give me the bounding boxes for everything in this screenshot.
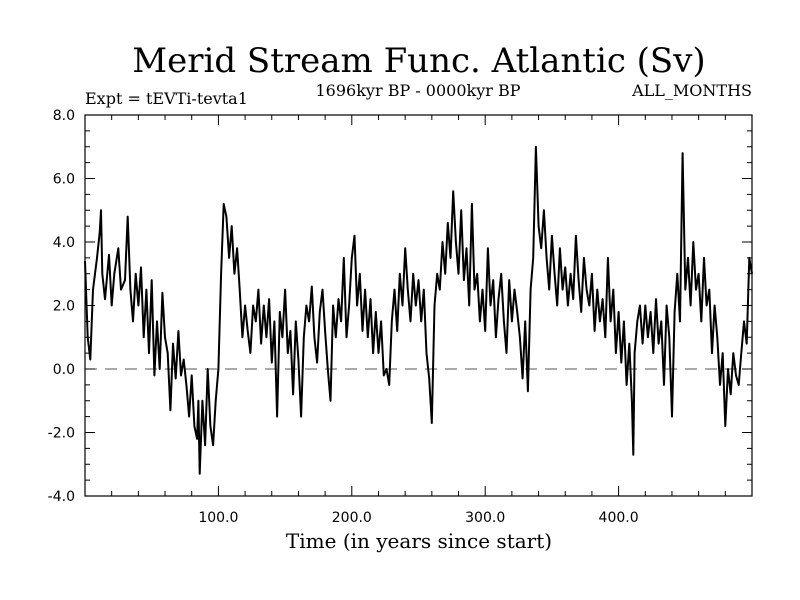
y-tick-label: 8.0 — [53, 108, 75, 124]
y-tick-label: -4.0 — [48, 489, 75, 505]
x-tick-label: 400.0 — [599, 510, 639, 526]
y-axis: -4.0 -2.0 0.0 2.0 4.0 6.0 8.0 — [48, 108, 752, 505]
chart-annotation-right: ALL_MONTHS — [631, 81, 752, 100]
plot-frame — [84, 114, 753, 497]
y-tick-label: 4.0 — [53, 235, 75, 251]
y-tick-label: 2.0 — [53, 299, 75, 315]
y-tick-label: -2.0 — [48, 426, 75, 442]
y-tick-label: 0.0 — [53, 362, 75, 378]
x-axis: 100.0 200.0 300.0 400.0 — [111, 115, 726, 526]
series-line — [84, 145, 753, 475]
x-tick-label: 100.0 — [198, 510, 238, 526]
chart-annotation-left: Expt = tEVTi-tevta1 — [85, 89, 248, 108]
x-axis-label: Time (in years since start) — [286, 529, 552, 553]
chart-title: Merid Stream Func. Atlantic (Sv) — [132, 41, 705, 81]
x-tick-label: 300.0 — [465, 510, 505, 526]
chart-subtitle: 1696kyr BP - 0000kyr BP — [316, 81, 521, 100]
y-tick-label: 6.0 — [53, 172, 75, 188]
x-tick-label: 200.0 — [332, 510, 372, 526]
